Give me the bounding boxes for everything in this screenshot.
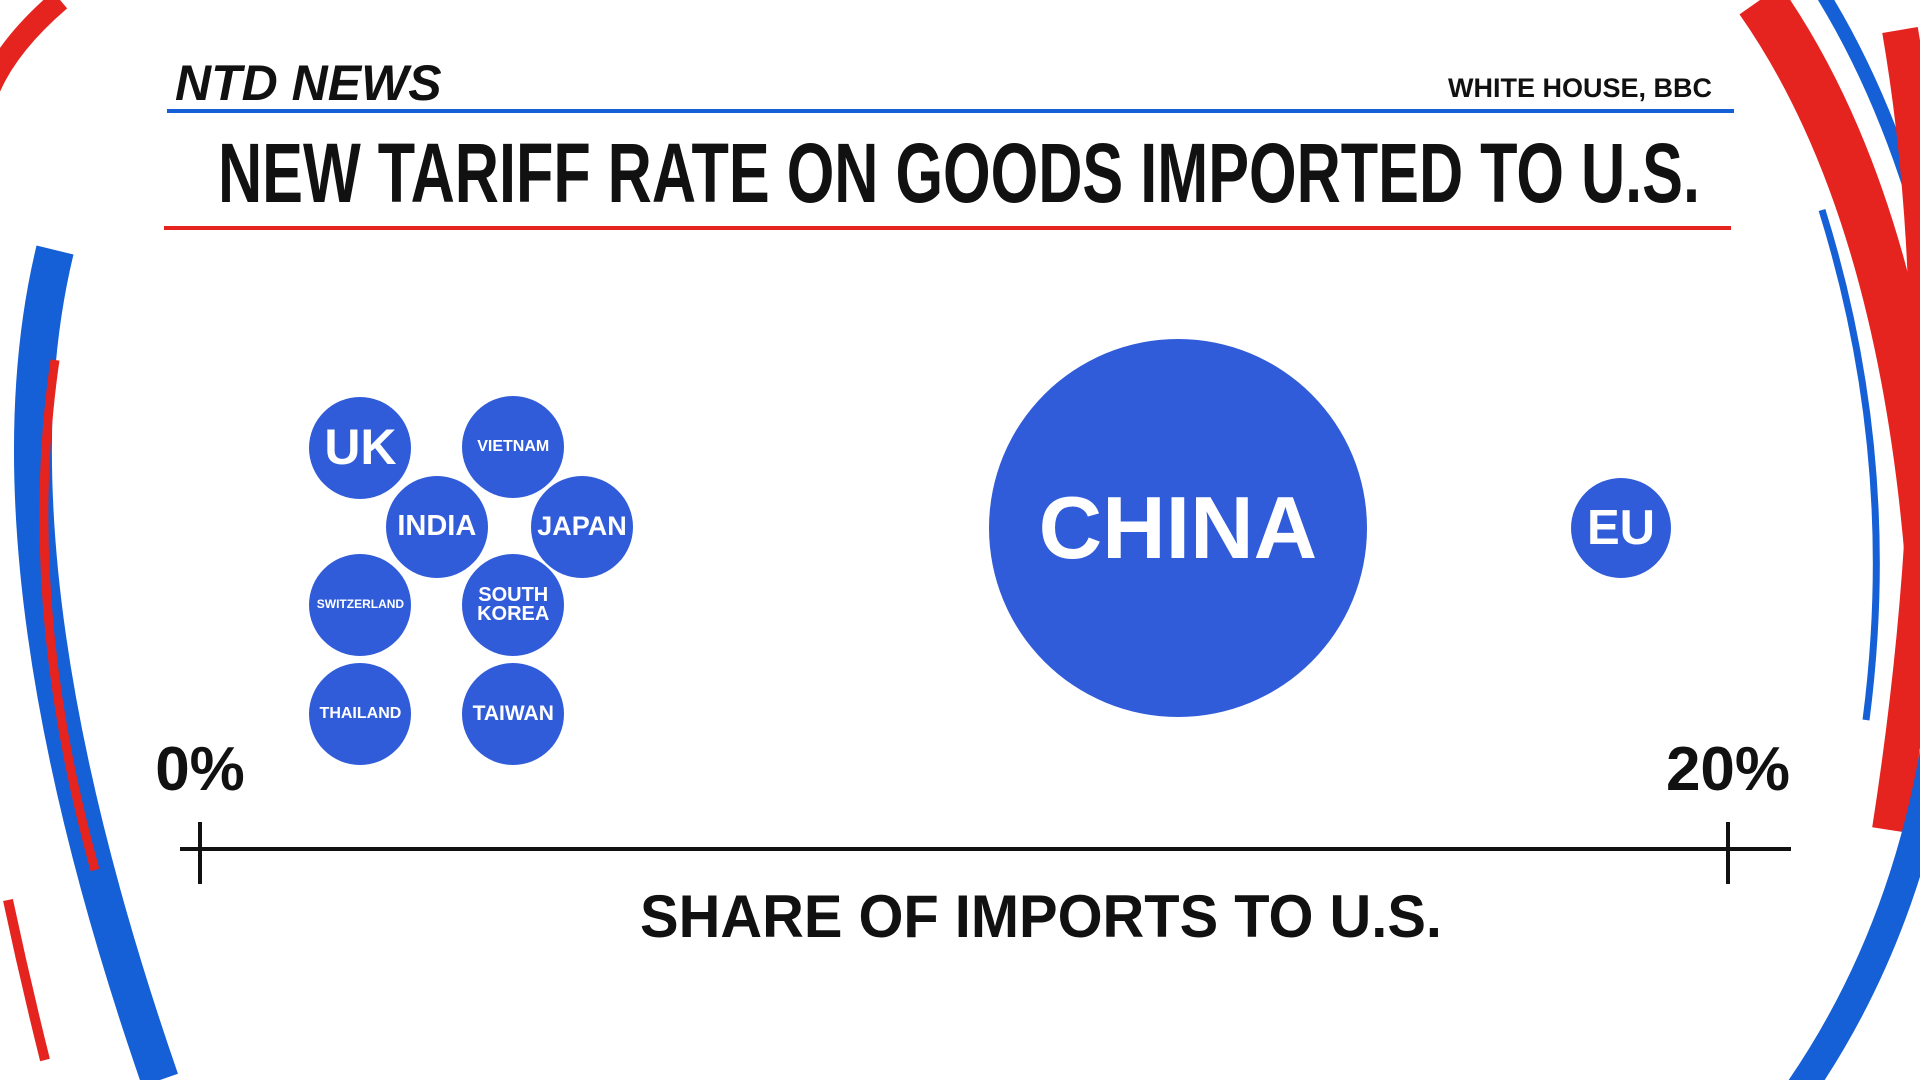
x-tick-label: 0% (155, 735, 245, 804)
bubble-label: SOUTH KOREA (477, 584, 550, 625)
bubble: EU (1571, 478, 1672, 578)
bubble: JAPAN (531, 476, 633, 578)
bubble: THAILAND (309, 663, 412, 765)
bubble: INDIA (385, 476, 488, 578)
source: WHITE HOUSE, BBC (1448, 73, 1712, 103)
bubble-label: UK (324, 419, 397, 476)
bubble-label: THAILAND (319, 705, 402, 723)
bubble-label: JAPAN (537, 511, 627, 542)
bubble: CHINA (988, 339, 1367, 717)
bubble: VIETNAM (462, 396, 565, 498)
bubble-label: INDIA (397, 510, 477, 543)
logo: NTD NEWS (175, 55, 442, 111)
chart-title: NEW TARIFF RATE ON GOODS IMPORTED TO U.S… (218, 126, 1700, 220)
bubble: UK (309, 397, 412, 499)
bubble-label: VIETNAM (477, 438, 550, 456)
bubble-label: SWITZERLAND (316, 597, 405, 612)
x-axis-label: SHARE OF IMPORTS TO U.S. (640, 883, 1442, 950)
bubble-label: CHINA (1038, 478, 1318, 578)
bubble-label: EU (1586, 500, 1656, 555)
x-tick-label: 20% (1666, 735, 1790, 804)
bubble: SOUTH KOREA (462, 554, 565, 656)
bubble: SWITZERLAND (309, 554, 412, 656)
bubble-label: TAIWAN (472, 702, 554, 726)
bubble: TAIWAN (462, 663, 565, 765)
